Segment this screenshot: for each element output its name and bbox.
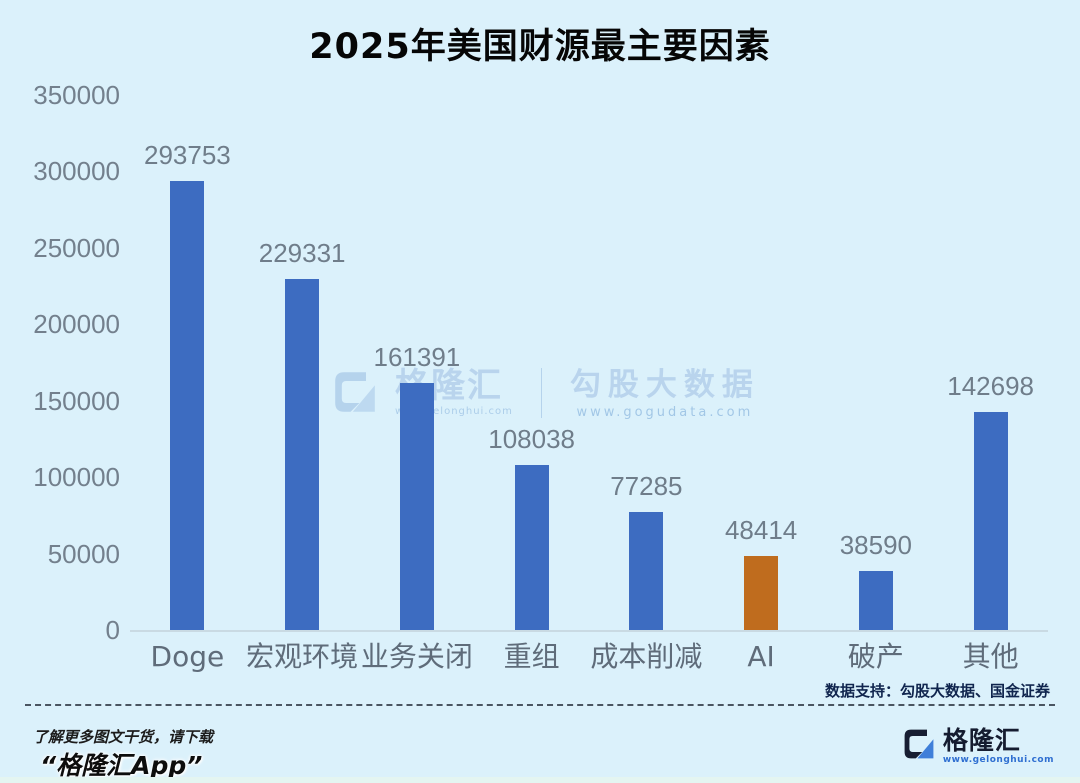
- footer-brand-url: www.gelonghui.com: [942, 755, 1054, 765]
- bar-value-label: 108038: [488, 423, 575, 454]
- bar-group-5: 48414: [704, 95, 819, 630]
- bar-AI: [744, 556, 779, 630]
- y-tick-label: 100000: [33, 462, 120, 493]
- bar-value-label: 38590: [839, 530, 913, 561]
- y-tick-label: 300000: [33, 156, 120, 187]
- bar-value-label: 161391: [373, 342, 461, 373]
- x-axis-label-业务关闭: 业务关闭: [360, 640, 473, 673]
- x-axis-label-AI: AI: [747, 640, 775, 673]
- bar-value-label: 229331: [258, 238, 346, 269]
- y-tick-label: 150000: [33, 385, 120, 416]
- gelonghui-logo-icon: [335, 372, 375, 412]
- bar-业务关闭: [399, 383, 434, 630]
- bar-宏观环境: [285, 279, 320, 630]
- footer-brand: 格隆汇 www.gelonghui.com: [903, 728, 1054, 765]
- x-axis-label-其他: 其他: [962, 640, 1019, 673]
- footer-brand-block: 格隆汇 www.gelonghui.com: [942, 726, 1054, 766]
- watermark-partner-url: www.gogudata.com: [576, 405, 754, 420]
- watermark-partner-text: 勾股大数据: [569, 367, 760, 403]
- bar-成本削减: [629, 511, 664, 630]
- y-tick-label: 350000: [33, 80, 120, 110]
- dashed-separator: [25, 704, 1055, 706]
- watermark-brand-url: www.gelonghui.com: [395, 406, 513, 417]
- footer-brand-name: 格隆汇: [942, 726, 1021, 755]
- bar-group-6: 38590: [819, 95, 934, 630]
- bar-其他: [973, 411, 1008, 630]
- bottom-strip: [0, 777, 1080, 783]
- x-axis-label-成本削减: 成本削减: [590, 640, 703, 673]
- gelonghui-logo-icon: [904, 729, 934, 759]
- source-note: 数据支持：勾股大数据、国金证券: [824, 682, 1050, 700]
- x-axis-label-破产: 破产: [847, 640, 904, 673]
- bar-group-1: 229331: [245, 95, 360, 630]
- y-tick-label: 200000: [33, 309, 120, 340]
- plot-area: 293753 229331 161391 108038 77285 48414 38590 1…: [130, 95, 1048, 632]
- y-axis: 0 50000 100000 150000 200000 250000 300000 3500…: [24, 81, 120, 644]
- bar-group-7: 142698: [933, 95, 1048, 630]
- y-tick-label: 250000: [33, 232, 120, 263]
- bar-value-label: 293753: [143, 139, 231, 170]
- bar-Doge: [170, 180, 205, 630]
- chart-title: 2025年美国财源最主要因素: [309, 27, 771, 67]
- x-axis: Doge 宏观环境 业务关闭 重组 成本削减 AI 破产 其他: [130, 640, 1048, 676]
- watermark-divider: [540, 368, 542, 418]
- bar-group-0: 293753: [130, 95, 245, 630]
- bar-group-2: 161391: [360, 95, 475, 630]
- footer-promo-line1: 了解更多图文干货，请下载: [33, 728, 214, 746]
- y-tick-label: 0: [105, 615, 120, 645]
- bar-破产: [858, 571, 893, 630]
- bar-value-label: 142698: [947, 370, 1034, 401]
- x-axis-label-Doge: Doge: [150, 640, 225, 673]
- bar-group-4: 77285: [589, 95, 704, 630]
- watermark-partner-block: 勾股大数据 www.gogudata.com: [570, 368, 760, 420]
- y-tick-label: 50000: [47, 538, 120, 569]
- x-axis-label-宏观环境: 宏观环境: [246, 640, 359, 673]
- watermark: 格隆汇 www.gelonghui.com 勾股大数据 www.gogudata…: [333, 368, 760, 420]
- bar-value-label: 77285: [610, 470, 683, 501]
- footer-promo-line2: “格隆汇App”: [40, 751, 203, 780]
- x-axis-label-重组: 重组: [503, 640, 560, 673]
- bar-重组: [514, 464, 549, 630]
- bar-group-3: 108038: [474, 95, 589, 630]
- bar-value-label: 48414: [724, 515, 798, 545]
